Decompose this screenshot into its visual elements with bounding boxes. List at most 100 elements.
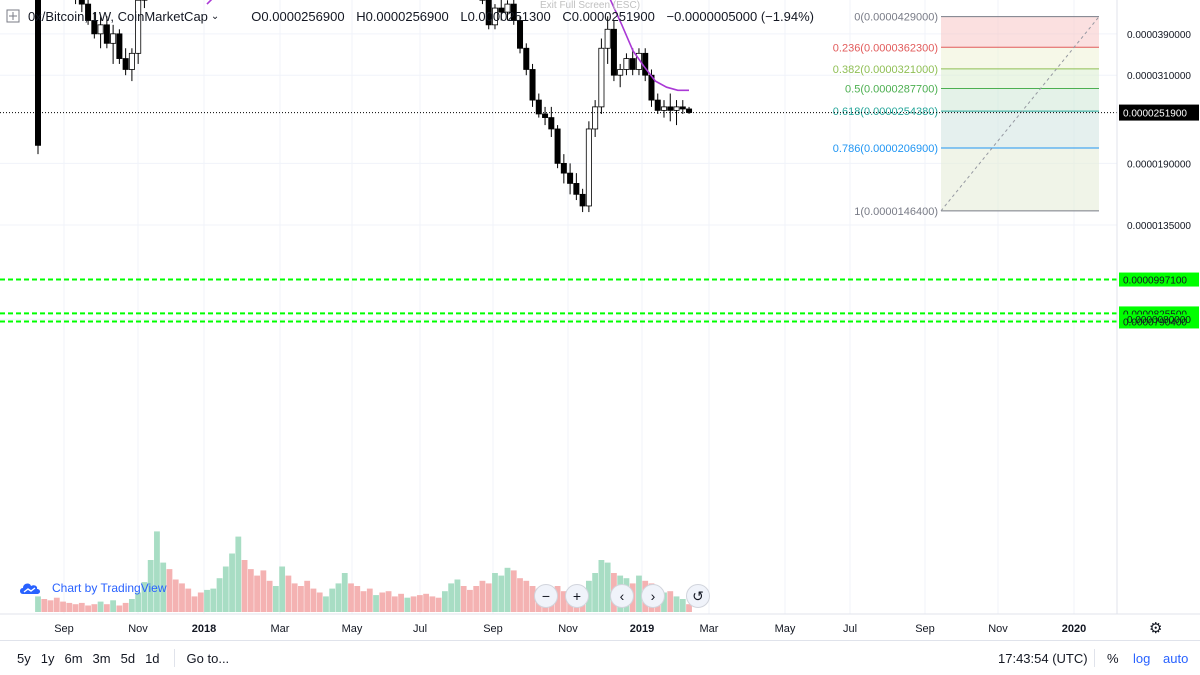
fib-level-label: 0.5(0.0000287700) — [845, 83, 938, 95]
zoom-in-button[interactable]: + — [565, 584, 589, 608]
volume-bar — [467, 589, 473, 612]
fib-zone — [941, 88, 1099, 112]
volume-bar — [473, 586, 480, 612]
candle-body — [128, 52, 135, 70]
volume-bar — [235, 536, 242, 612]
volume-bar — [241, 560, 248, 612]
volume-bar — [592, 573, 599, 612]
time-tick-label: 2018 — [192, 623, 216, 635]
divider — [173, 649, 175, 667]
fib-level-label: 0.382(0.0000321000) — [833, 64, 938, 76]
chevron-down-icon[interactable]: ⌄ — [210, 10, 220, 22]
volume-bar — [210, 588, 217, 612]
auto-toggle[interactable]: auto — [1163, 650, 1189, 666]
volume-bar — [279, 566, 286, 612]
exit-fullscreen-label[interactable]: Exit Full Screen (ESC) — [540, 0, 641, 11]
volume-bar — [354, 586, 361, 612]
volume-bar — [448, 583, 455, 612]
volume-bar — [323, 596, 329, 612]
tradingview-logo[interactable]: Chart by TradingView — [18, 580, 167, 596]
symbol-title[interactable]: 0x/Bitcoin, 1W, CoinMarketCap — [28, 8, 208, 24]
logo-text: Chart by TradingView — [52, 581, 167, 595]
candle-body — [504, 3, 511, 13]
timeframe-3m[interactable]: 3m — [92, 650, 111, 666]
candle-body — [535, 99, 542, 115]
divider — [1094, 649, 1095, 667]
volume-bar — [304, 580, 311, 612]
scroll-right-button[interactable]: › — [641, 584, 665, 608]
timeframe-5y[interactable]: 5y — [17, 650, 31, 666]
volume-bar — [492, 573, 498, 612]
volume-bar — [122, 602, 129, 612]
volume-bar — [47, 600, 54, 612]
price-tick-label: 0.0000310000 — [1127, 71, 1191, 82]
candle-body — [585, 128, 592, 207]
candle-body — [567, 172, 574, 184]
volume-bar — [498, 575, 505, 612]
volume-bar — [329, 588, 336, 612]
zoom-out-button[interactable]: − — [534, 584, 558, 608]
goto-button[interactable]: Go to... — [186, 650, 230, 666]
fib-level-label: 0.236(0.0000362300) — [833, 42, 938, 54]
high-value: H0.0000256900 — [356, 8, 449, 24]
volume-bar — [97, 601, 104, 612]
time-tick-label: Nov — [128, 623, 148, 635]
gear-icon[interactable]: ⚙ — [1149, 620, 1163, 637]
price-tick-label: 0.0000080000 — [1127, 315, 1191, 326]
volume-bar — [179, 583, 185, 612]
volume-bar — [686, 604, 692, 612]
volume-bar — [598, 560, 605, 612]
candle-body — [667, 106, 674, 111]
volume-bar — [604, 562, 611, 612]
volume-bar — [667, 591, 674, 612]
volume-bar — [103, 604, 110, 612]
price-tick-label: 0.0000390000 — [1127, 30, 1191, 41]
candle-body — [623, 58, 630, 70]
time-tick-label: Sep — [483, 623, 503, 635]
candle-body — [510, 3, 517, 21]
volume-bar — [310, 588, 317, 612]
volume-bar — [348, 583, 354, 612]
time-tick-label: Jul — [413, 623, 427, 635]
volume-bar — [298, 586, 304, 612]
volume-bar — [661, 592, 667, 612]
volume-bar — [454, 579, 461, 612]
volume-bar — [129, 599, 135, 612]
volume-bar — [398, 593, 404, 612]
volume-bar — [479, 580, 486, 612]
volume-bar — [316, 592, 323, 612]
candle-body — [661, 106, 668, 111]
candle-body — [592, 106, 599, 130]
horizontal-line-label: 0.0000790400 — [1123, 317, 1187, 328]
chart-navigation: − + ‹ › ↺ — [534, 584, 717, 608]
timeframe-6m[interactable]: 6m — [64, 650, 83, 666]
time-tick-label: Jul — [843, 623, 857, 635]
cloud-icon — [20, 583, 40, 594]
expand-icon[interactable] — [6, 9, 20, 23]
time-tick-label: Mar — [700, 623, 719, 635]
fib-zone — [941, 111, 1099, 148]
volume-bar — [254, 575, 260, 612]
clock[interactable]: 17:43:54 (UTC) — [998, 650, 1088, 666]
percent-toggle[interactable]: % — [1107, 650, 1119, 666]
close-value: C0.0000251900 — [562, 8, 655, 24]
volume-bar — [247, 569, 254, 612]
timeframe-5d[interactable]: 5d — [120, 650, 136, 666]
volume-bar — [229, 553, 235, 612]
timeframe-1d[interactable]: 1d — [145, 650, 160, 666]
time-tick-label: Sep — [915, 623, 935, 635]
candle-body — [103, 24, 110, 44]
candles — [35, 0, 693, 213]
volume-bar — [429, 596, 436, 612]
scroll-left-button[interactable]: ‹ — [610, 584, 634, 608]
candle-body — [654, 99, 661, 111]
fib-retracement: 0(0.0000429000) 0.236(0.0000362300) 0.382(… — [833, 12, 1100, 218]
candle-body — [523, 47, 530, 70]
log-toggle[interactable]: log — [1133, 650, 1151, 666]
reset-chart-button[interactable]: ↺ — [686, 584, 710, 608]
candle-body — [604, 28, 611, 49]
timeframe-1y[interactable]: 1y — [40, 650, 55, 666]
price-chart[interactable]: 0(0.0000429000) 0.236(0.0000362300) 0.382(… — [0, 0, 1200, 640]
candle-body — [560, 162, 567, 174]
volume-bar — [404, 597, 411, 612]
